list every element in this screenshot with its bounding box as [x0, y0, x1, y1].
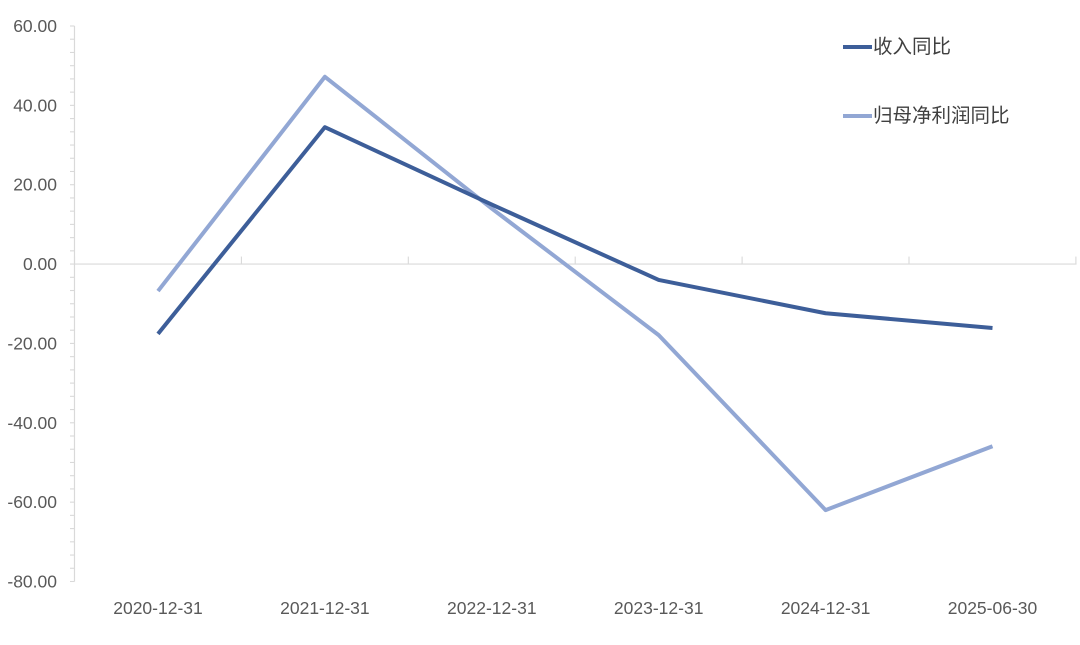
series-line-net-profit-yoy — [156, 74, 994, 513]
y-axis-tick-label: -60.00 — [7, 492, 57, 512]
x-axis-tick-label: 2023-12-31 — [614, 598, 704, 618]
legend-label-net-profit-yoy: 归母净利润同比 — [873, 105, 1010, 127]
y-axis-tick-label: -20.00 — [7, 333, 57, 353]
legend-item-revenue-yoy: 收入同比 — [843, 36, 951, 58]
y-axis-tick-label: -80.00 — [7, 572, 57, 592]
legend-item-net-profit-yoy: 归母净利润同比 — [843, 105, 1010, 127]
y-axis-tick-label: 60.00 — [13, 16, 57, 36]
y-axis-tick-label: 40.00 — [13, 95, 57, 115]
legend-label-revenue-yoy: 收入同比 — [873, 36, 952, 58]
legend-line-swatch-net-profit-yoy — [843, 114, 872, 118]
x-axis-tick-label: 2022-12-31 — [447, 598, 537, 618]
legend-line-swatch-revenue-yoy — [843, 45, 872, 49]
y-axis-tick-label: 0.00 — [23, 254, 57, 274]
y-axis-tick-label: -40.00 — [7, 413, 57, 433]
x-axis-tick-label: 2025-06-30 — [948, 598, 1038, 618]
x-axis-tick-label: 2021-12-31 — [280, 598, 370, 618]
x-axis-tick-label: 2024-12-31 — [781, 598, 871, 618]
y-axis-tick-label: 20.00 — [13, 175, 57, 195]
x-axis-tick-label: 2020-12-31 — [113, 598, 203, 618]
series-line-revenue-yoy — [156, 125, 993, 336]
